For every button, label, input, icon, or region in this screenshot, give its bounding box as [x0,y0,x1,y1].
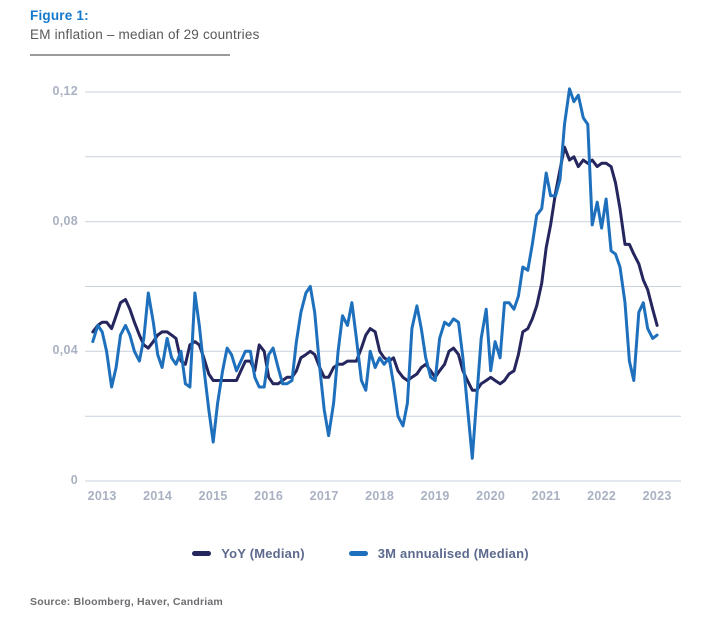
title-underline [30,54,230,56]
3m-line-marker [348,551,368,556]
y-tick-label: 0 [70,473,78,487]
series-line-yoy [91,145,659,392]
source-note: Source: Bloomberg, Haver, Candriam [30,596,223,608]
x-tick-label: 2018 [365,489,395,503]
plot-area [85,87,681,482]
x-tick-label: 2017 [309,489,339,503]
x-tick-label: 2022 [587,489,617,503]
figure-header: Figure 1: EM inflation – median of 29 co… [30,8,260,56]
y-tick-label: 0,04 [52,343,78,358]
legend-label-3m: 3M annualised (Median) [377,546,529,561]
y-tick-label: 0,08 [52,213,78,228]
legend-label-yoy: YoY (Median) [221,546,305,561]
x-tick-label: 2023 [642,489,672,503]
x-tick-label: 2015 [198,489,228,503]
legend-item-3m: 3M annualised (Median) [348,546,529,561]
x-tick-label: 2016 [254,489,284,503]
y-tick-label: 0,12 [52,84,78,98]
x-tick-label: 2020 [476,489,506,503]
legend-item-yoy: YoY (Median) [192,546,305,561]
line-chart: 0 0,04 0,08 0,12 2013 2014 2015 2016 2017 2018 201… [52,84,681,503]
x-tick-label: 2019 [420,489,450,503]
chart-legend: YoY (Median) 3M annualised (Median) [0,546,721,561]
series-line-3m [91,87,659,460]
yoy-line-marker [192,551,212,556]
figure-label: Figure 1: [30,8,89,23]
x-tick-label: 2014 [143,489,173,503]
figure-subtitle: EM inflation – median of 29 countries [30,27,260,42]
x-tick-label: 2021 [531,489,561,503]
x-tick-label: 2013 [87,489,117,503]
